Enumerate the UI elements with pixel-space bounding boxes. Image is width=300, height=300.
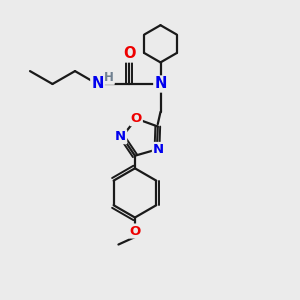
- Text: N: N: [153, 143, 164, 156]
- Text: N: N: [115, 130, 126, 143]
- Text: O: O: [129, 224, 141, 238]
- Text: O: O: [123, 46, 135, 62]
- Text: O: O: [130, 112, 142, 125]
- Text: N: N: [91, 76, 104, 92]
- Text: N: N: [154, 76, 167, 92]
- Text: H: H: [104, 71, 114, 84]
